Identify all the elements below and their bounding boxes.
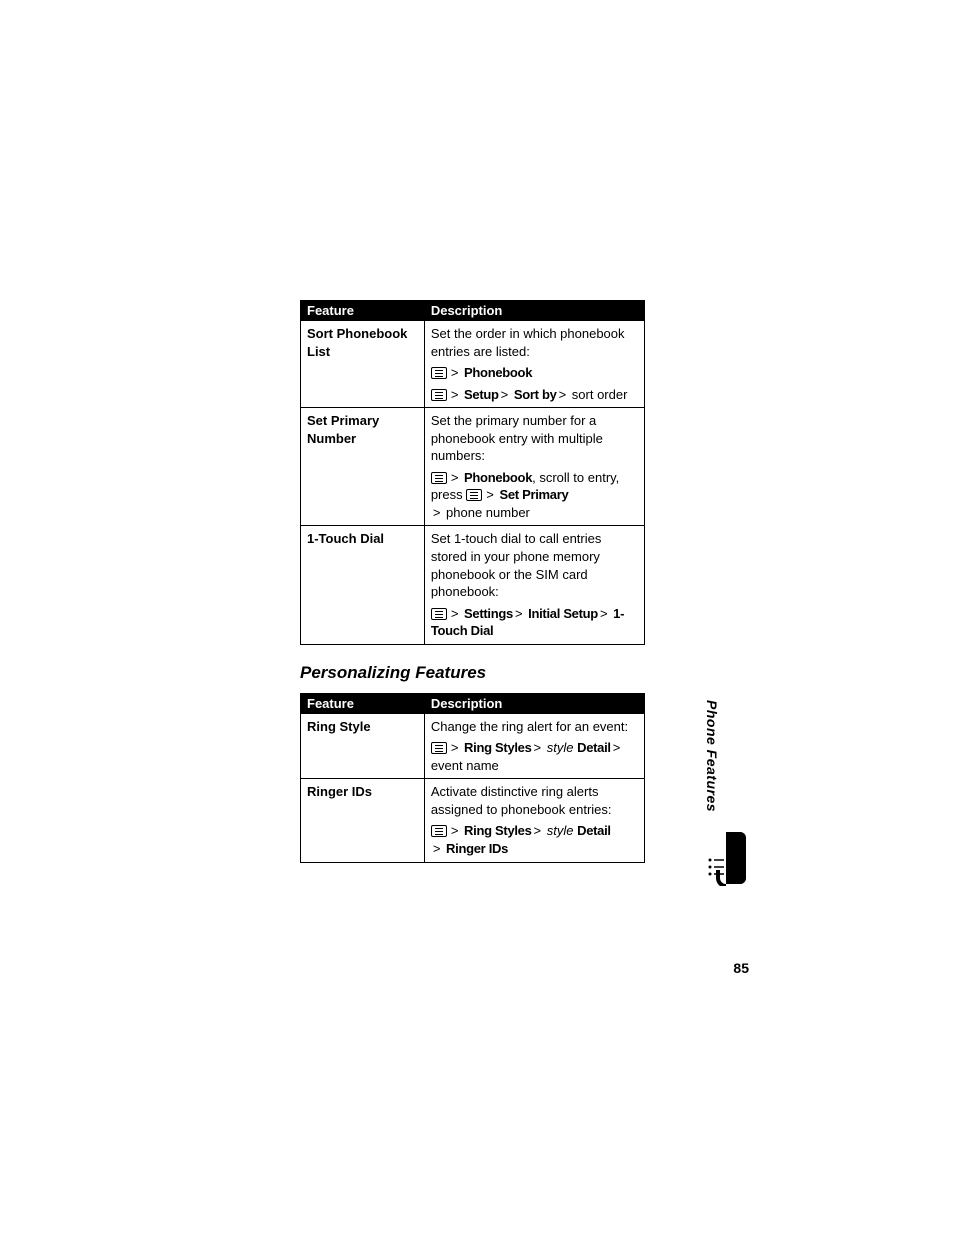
menu-path: > Settings> Initial Setup> 1-Touch Dial xyxy=(431,605,638,640)
header-description: Description xyxy=(424,693,644,713)
menu-item: Ring Styles xyxy=(464,740,532,755)
menu-item: Ringer IDs xyxy=(446,841,508,856)
menu-path: > Ring Styles> style Detail > Ringer IDs xyxy=(431,822,638,857)
menu-item: Detail xyxy=(577,823,611,838)
description-text: Set 1-touch dial to call entries stored … xyxy=(431,530,638,600)
menu-path: > Phonebook xyxy=(431,364,638,382)
feature-description: Activate distinctive ring alerts assigne… xyxy=(424,779,644,862)
menu-item: Phonebook xyxy=(464,365,532,380)
menu-path: > Setup> Sort by> sort order xyxy=(431,386,638,404)
table-row: Sort Phonebook List Set the order in whi… xyxy=(301,321,645,408)
phonebook-features-table: Feature Description Sort Phonebook List … xyxy=(300,300,645,645)
feature-name: Sort Phonebook List xyxy=(301,321,425,408)
style-placeholder: style xyxy=(547,823,574,838)
table-header-row: Feature Description xyxy=(301,693,645,713)
description-text: Change the ring alert for an event: xyxy=(431,718,638,736)
feature-description: Set 1-touch dial to call entries stored … xyxy=(424,526,644,644)
path-tail: phone number xyxy=(446,505,530,520)
menu-icon xyxy=(431,608,447,620)
menu-item: Ring Styles xyxy=(464,823,532,838)
menu-icon xyxy=(431,742,447,754)
menu-path: > Phonebook, scroll to entry, press > Se… xyxy=(431,469,638,522)
table-row: 1-Touch Dial Set 1-touch dial to call en… xyxy=(301,526,645,644)
menu-item: Sort by xyxy=(514,387,557,402)
feature-description: Set the primary number for a phonebook e… xyxy=(424,408,644,526)
header-description: Description xyxy=(424,301,644,321)
description-text: Set the order in which phonebook entries… xyxy=(431,325,638,360)
menu-icon xyxy=(466,489,482,501)
description-text: Set the primary number for a phonebook e… xyxy=(431,412,638,465)
header-feature: Feature xyxy=(301,693,425,713)
table-row: Ring Style Change the ring alert for an … xyxy=(301,713,645,779)
feature-name: 1-Touch Dial xyxy=(301,526,425,644)
menu-item: Settings xyxy=(464,606,513,621)
table-header-row: Feature Description xyxy=(301,301,645,321)
chapter-icon xyxy=(704,830,748,891)
page-number: 85 xyxy=(733,960,749,976)
feature-name: Set Primary Number xyxy=(301,408,425,526)
menu-icon xyxy=(431,825,447,837)
header-feature: Feature xyxy=(301,301,425,321)
feature-description: Change the ring alert for an event: > Ri… xyxy=(424,713,644,779)
menu-icon xyxy=(431,367,447,379)
sidebar: Phone Features xyxy=(704,700,754,891)
menu-item: Setup xyxy=(464,387,499,402)
menu-item: Phonebook xyxy=(464,470,532,485)
menu-icon xyxy=(431,472,447,484)
menu-icon xyxy=(431,389,447,401)
page-content: Feature Description Sort Phonebook List … xyxy=(300,300,645,863)
path-tail: event name xyxy=(431,758,499,773)
table-row: Ringer IDs Activate distinctive ring ale… xyxy=(301,779,645,862)
section-heading: Personalizing Features xyxy=(300,663,645,683)
feature-name: Ring Style xyxy=(301,713,425,779)
personalizing-features-table: Feature Description Ring Style Change th… xyxy=(300,693,645,863)
feature-name: Ringer IDs xyxy=(301,779,425,862)
path-tail: sort order xyxy=(572,387,628,402)
menu-path: > Ring Styles> style Detail> event name xyxy=(431,739,638,774)
table-row: Set Primary Number Set the primary numbe… xyxy=(301,408,645,526)
feature-description: Set the order in which phonebook entries… xyxy=(424,321,644,408)
menu-item: Initial Setup xyxy=(528,606,598,621)
description-text: Activate distinctive ring alerts assigne… xyxy=(431,783,638,818)
style-placeholder: style xyxy=(547,740,574,755)
menu-item: Set Primary xyxy=(499,487,568,502)
sidebar-chapter-label: Phone Features xyxy=(704,700,720,812)
menu-item: Detail xyxy=(577,740,611,755)
